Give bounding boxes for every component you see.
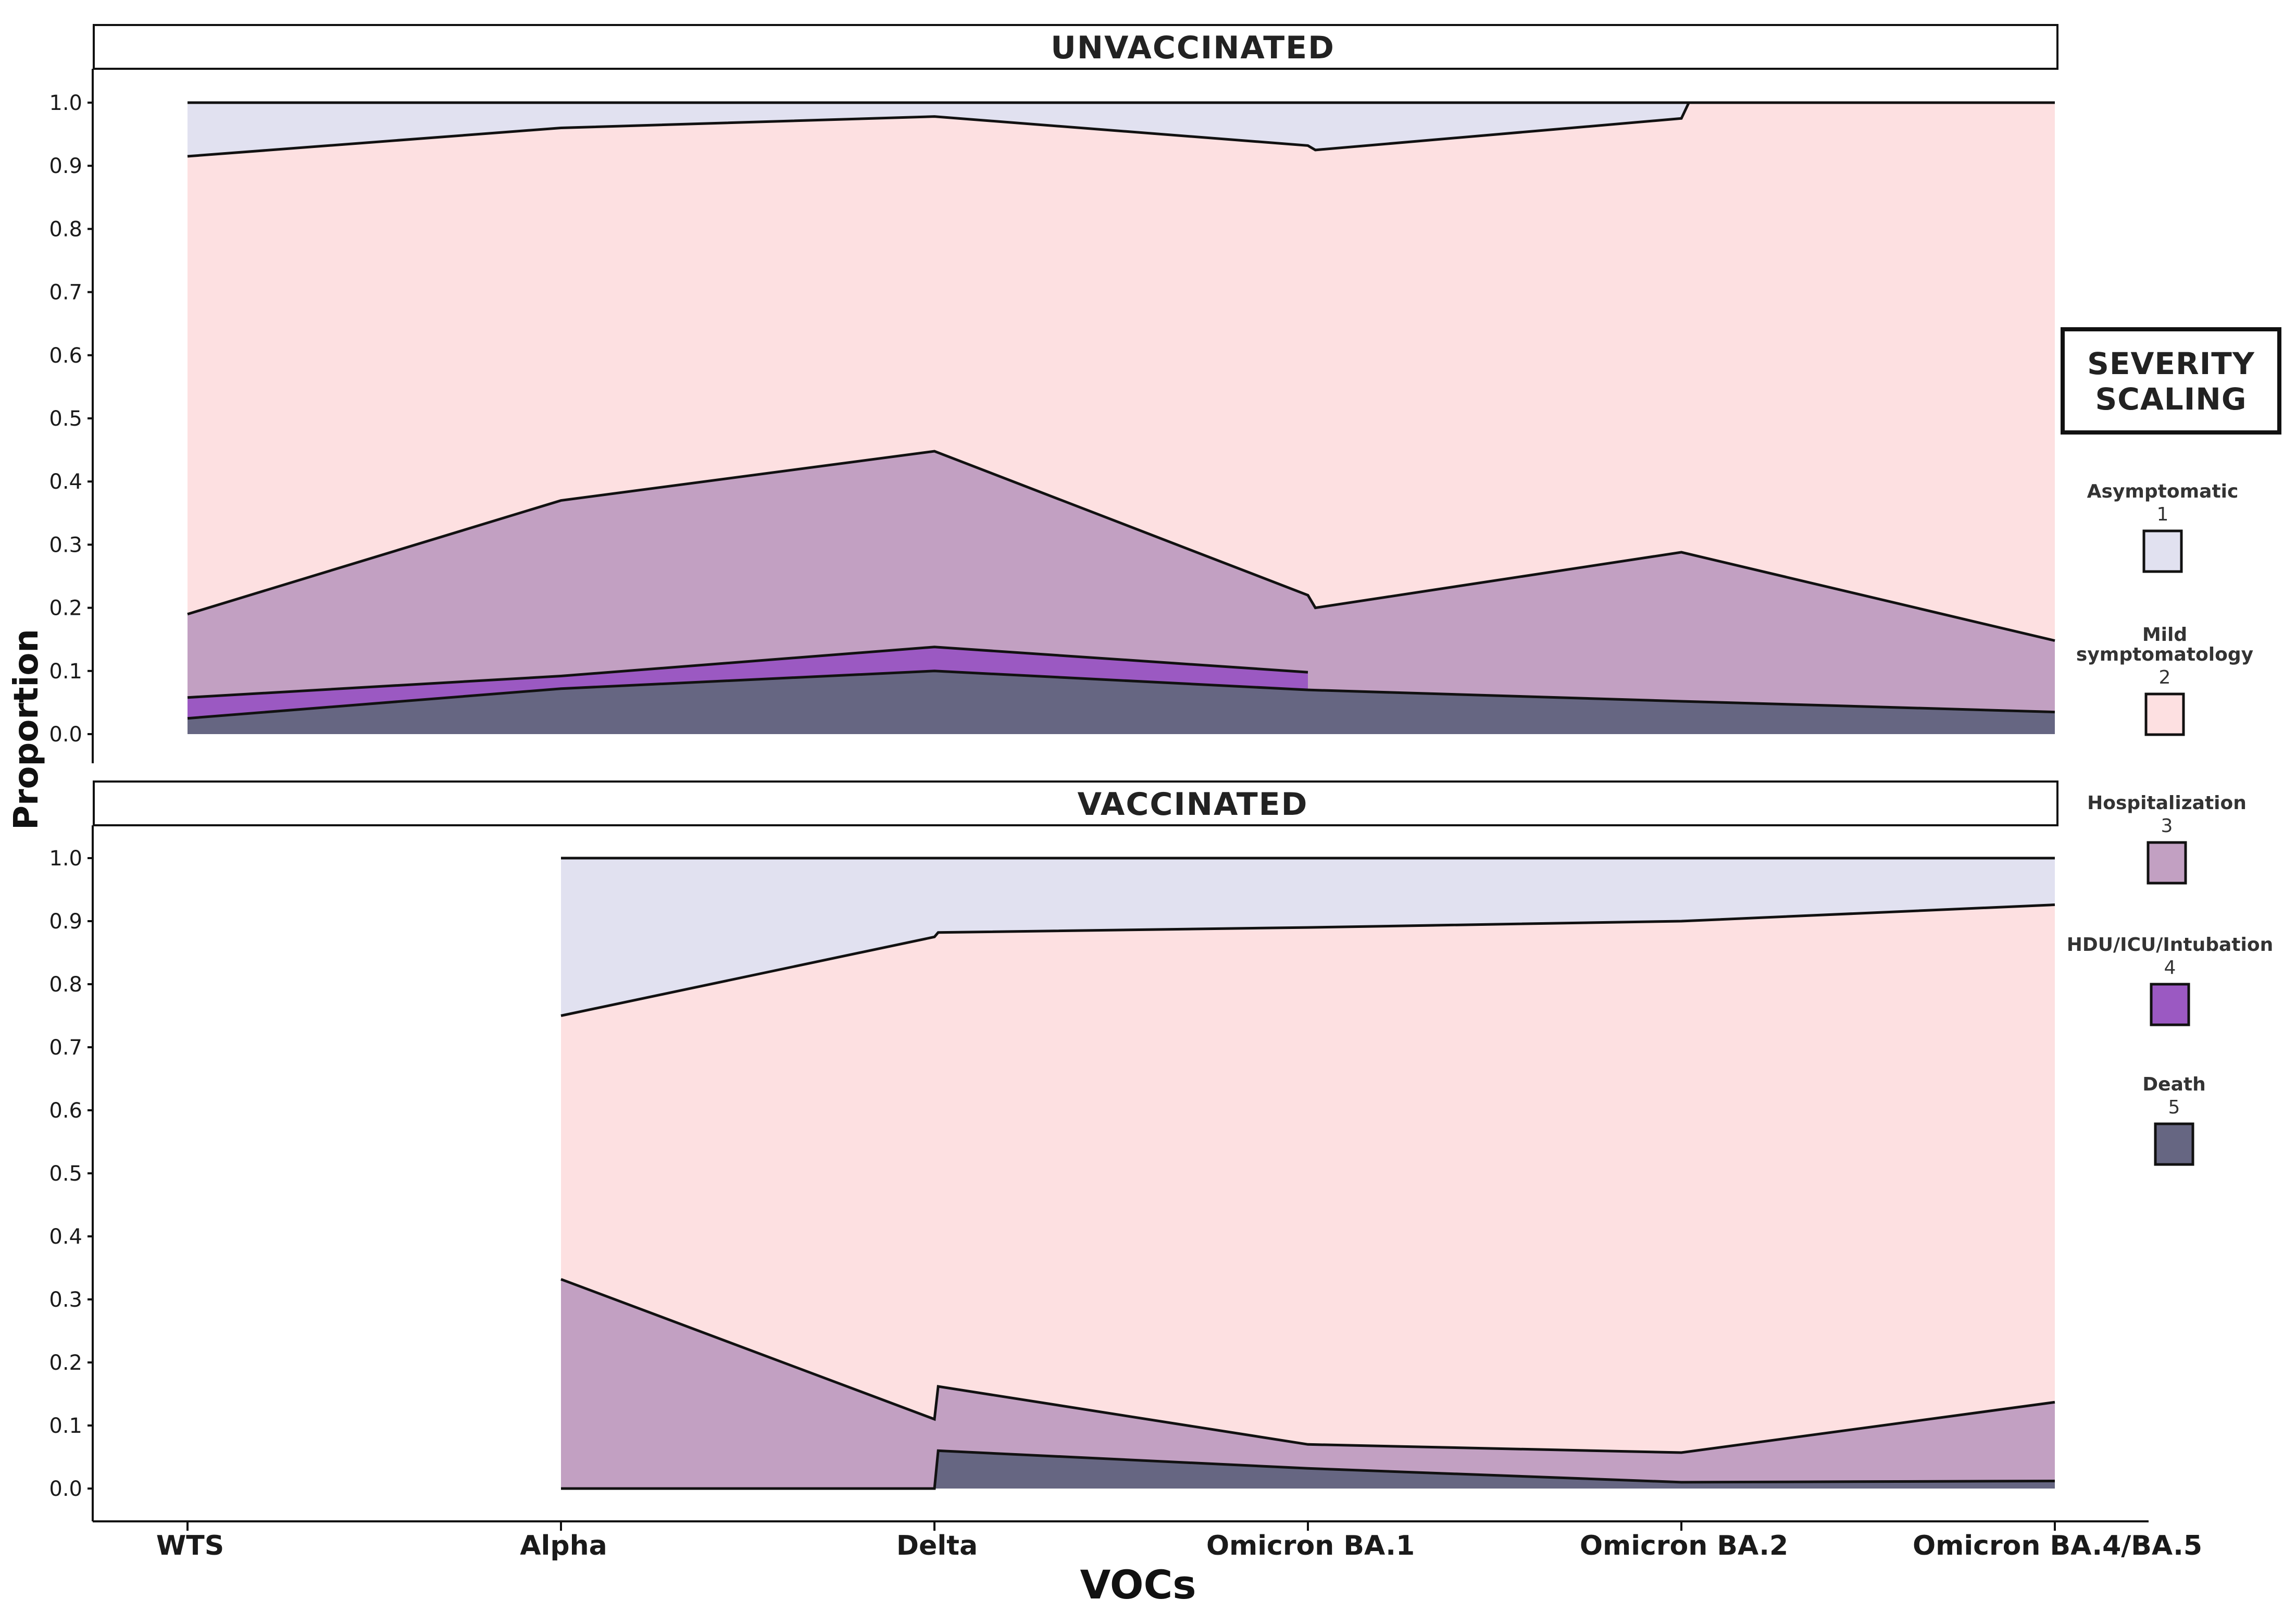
x-tick-label: Alpha: [520, 1530, 607, 1561]
y-tick-label: 1.0: [49, 91, 82, 115]
legend-label: Asymptomatic: [2087, 481, 2239, 502]
legend-label-line2: symptomatology: [2076, 644, 2253, 665]
panel-vaccinated: VACCINATED 0.00.10.20.30.40.50.60.70.80.…: [49, 780, 2149, 1522]
x-tick-label: Delta: [896, 1530, 978, 1561]
area-hdu-icu-intubation: [188, 647, 2055, 718]
area-hospitalization: [561, 1279, 2055, 1489]
panel-vaccinated-areas: [561, 858, 2055, 1489]
legend-title-line1: SEVERITY: [2087, 346, 2255, 381]
boundary-line: [561, 1449, 2055, 1490]
strip-title-unvaccinated: UNVACCINATED: [1051, 30, 1335, 66]
y-tick-label: 0.9: [49, 910, 82, 934]
legend-level: 1: [2157, 504, 2169, 525]
y-tick-label: 0.0: [49, 1477, 82, 1501]
panel-unvaccinated-lines: [187, 101, 2055, 720]
area-asymptomatic: [188, 103, 2055, 157]
area-mild-symptomatology: [188, 103, 2055, 641]
x-tick-label: Omicron BA.4/BA.5: [1913, 1530, 2202, 1561]
area-asymptomatic: [561, 858, 2055, 1016]
y-tick-label: 0.4: [49, 470, 82, 494]
panel-vaccinated-y-ticks: 0.0 0.1 0.2 0.3 0.4 0.5 0.6 0.7 0.8 0.9 1.0: [49, 847, 93, 1501]
x-tick-label: WTS: [156, 1530, 224, 1561]
boundary-line: [560, 903, 2055, 1017]
area-mild-symptomatology: [561, 904, 2055, 1453]
legend-label: Death: [2142, 1074, 2205, 1095]
y-tick-label: 0.1: [49, 660, 82, 684]
legend-level: 3: [2161, 815, 2173, 837]
legend-title-line2: SCALING: [2095, 381, 2247, 417]
panel-unvaccinated: UNVACCINATED 0.0 0.1 0.2 0.3 0.4 0.5 0.6 0.7 0.8…: [49, 24, 2058, 763]
boundary-line: [187, 670, 2055, 720]
y-tick-label: 0.3: [49, 533, 82, 557]
y-tick-label: 0.9: [49, 154, 82, 178]
strip-unvaccinated: [93, 24, 2058, 70]
strip-title-vaccinated: VACCINATED: [1078, 786, 1308, 823]
legend-swatch: [2147, 841, 2187, 885]
y-tick-label: 0.5: [49, 407, 82, 431]
y-axis-title: Proportion: [7, 629, 46, 830]
y-tick-label: 0.1: [49, 1414, 82, 1438]
x-tick-label: Omicron BA.2: [1580, 1530, 1788, 1561]
x-ticks: WTS Alpha Delta Omicron BA.1 Omicron BA.2 Omi…: [156, 1521, 2202, 1561]
y-tick-label: 0.6: [49, 1099, 82, 1123]
legend-level: 2: [2159, 667, 2171, 688]
y-tick-label: 1.0: [49, 847, 82, 871]
y-tick-label: 0.0: [49, 723, 82, 747]
boundary-line: [187, 450, 2055, 642]
strip-vaccinated: [93, 780, 2058, 826]
boundary-line: [187, 101, 2055, 158]
y-tick-label: 0.7: [49, 281, 82, 305]
y-tick-label: 0.2: [49, 597, 82, 621]
legend-title-box: [2061, 327, 2281, 435]
boundary-line: [187, 646, 1308, 699]
legend-label: HDU/ICU/Intubation: [2067, 934, 2273, 956]
y-tick-label: 0.3: [49, 1288, 82, 1312]
legend-swatch: [2150, 983, 2190, 1026]
y-tick-label: 0.2: [49, 1351, 82, 1375]
y-tick-label: 0.7: [49, 1036, 82, 1060]
x-axis-title: VOCs: [1080, 1561, 1196, 1608]
legend-label: Hospitalization: [2087, 792, 2247, 814]
y-tick-label: 0.6: [49, 344, 82, 368]
legend-level: 4: [2164, 957, 2176, 978]
legend-swatch: [2142, 529, 2183, 573]
legend-label: Mild: [2142, 624, 2187, 646]
area-death: [188, 671, 2055, 734]
y-tick-label: 0.4: [49, 1225, 82, 1249]
y-tick-label: 0.8: [49, 217, 82, 241]
panel-unvaccinated-areas: [188, 103, 2055, 734]
legend-level: 5: [2168, 1097, 2180, 1118]
y-tick-label: 0.5: [49, 1162, 82, 1186]
panel-vaccinated-lines: [560, 857, 2055, 1490]
panel-unvaccinated-y-ticks: 0.0 0.1 0.2 0.3 0.4 0.5 0.6 0.7 0.8 0.9 1.0: [49, 91, 93, 747]
legend-swatch: [2144, 692, 2185, 736]
y-tick-label: 0.8: [49, 973, 82, 997]
boundary-line: [560, 1278, 2055, 1454]
legend-swatch: [2154, 1122, 2194, 1166]
x-tick-label: Omicron BA.1: [1206, 1530, 1415, 1561]
area-hospitalization: [188, 451, 2055, 712]
